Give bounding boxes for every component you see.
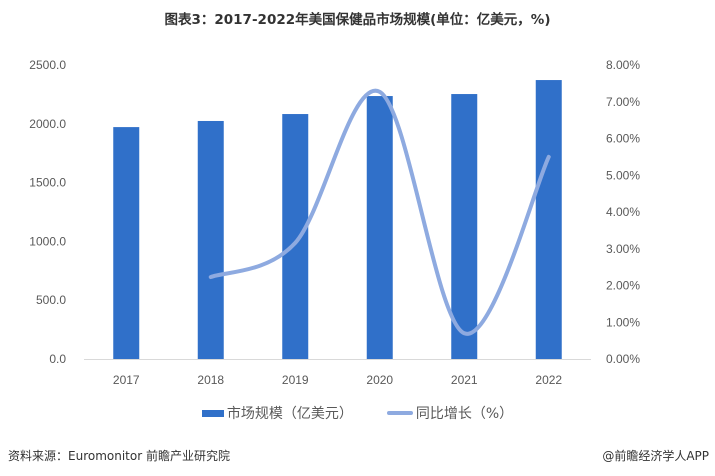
source-note: 资料来源：Euromonitor 前瞻产业研究院 bbox=[8, 449, 230, 463]
legend-swatch-line bbox=[386, 411, 413, 415]
bar-2022 bbox=[535, 80, 562, 360]
x-tick-label: 2021 bbox=[451, 373, 478, 387]
bar-2020 bbox=[366, 96, 393, 360]
y-left-tick-label: 2500.0 bbox=[29, 58, 66, 72]
x-tick-label: 2022 bbox=[535, 373, 562, 387]
credit-note: @前瞻经济学人APP bbox=[602, 449, 709, 463]
y-right-tick-label: 0.00% bbox=[606, 352, 640, 366]
y-right-tick-label: 5.00% bbox=[606, 168, 640, 182]
legend-item-line: 同比增长（%） bbox=[386, 403, 514, 423]
x-tick-label: 2018 bbox=[197, 373, 224, 387]
bar-2021 bbox=[451, 94, 478, 359]
y-left-tick-label: 1500.0 bbox=[29, 176, 66, 190]
y-right-tick-label: 1.00% bbox=[606, 315, 640, 329]
legend-swatch-bar bbox=[201, 409, 224, 417]
y-right-tick-label: 4.00% bbox=[606, 205, 640, 219]
chart-title: 图表3：2017-2022年美国保健品市场规模(单位：亿美元，%) bbox=[164, 12, 551, 28]
y-left-tick-label: 2000.0 bbox=[29, 117, 66, 131]
growth-line bbox=[208, 88, 551, 336]
x-tick-label: 2020 bbox=[366, 373, 393, 387]
y-right-tick-label: 8.00% bbox=[606, 58, 640, 72]
bar-2018 bbox=[197, 120, 224, 359]
bar-2019 bbox=[282, 114, 309, 359]
x-tick-label: 2017 bbox=[113, 373, 140, 387]
y-right-tick-label: 3.00% bbox=[606, 242, 640, 256]
legend-item-bar: 市场规模（亿美元） bbox=[201, 403, 353, 423]
y-right-tick-label: 6.00% bbox=[606, 132, 640, 146]
legend-label-line: 同比增长（%） bbox=[415, 406, 514, 422]
y-left-tick-label: 1000.0 bbox=[29, 234, 66, 248]
legend-label-bar: 市场规模（亿美元） bbox=[226, 406, 353, 422]
x-tick-label: 2019 bbox=[282, 373, 309, 387]
y-right-tick-label: 2.00% bbox=[606, 279, 640, 293]
y-right-tick-label: 7.00% bbox=[606, 95, 640, 109]
bar-2017 bbox=[113, 127, 140, 359]
chart-plot: 0.0 500.0 1000.0 1500.0 2000.0 2500.0 0.00% 1.0… bbox=[29, 58, 640, 387]
y-left-tick-label: 0.0 bbox=[49, 352, 66, 366]
legend: 市场规模（亿美元） 同比增长（%） bbox=[0, 403, 715, 423]
y-left-tick-label: 500.0 bbox=[36, 293, 66, 307]
